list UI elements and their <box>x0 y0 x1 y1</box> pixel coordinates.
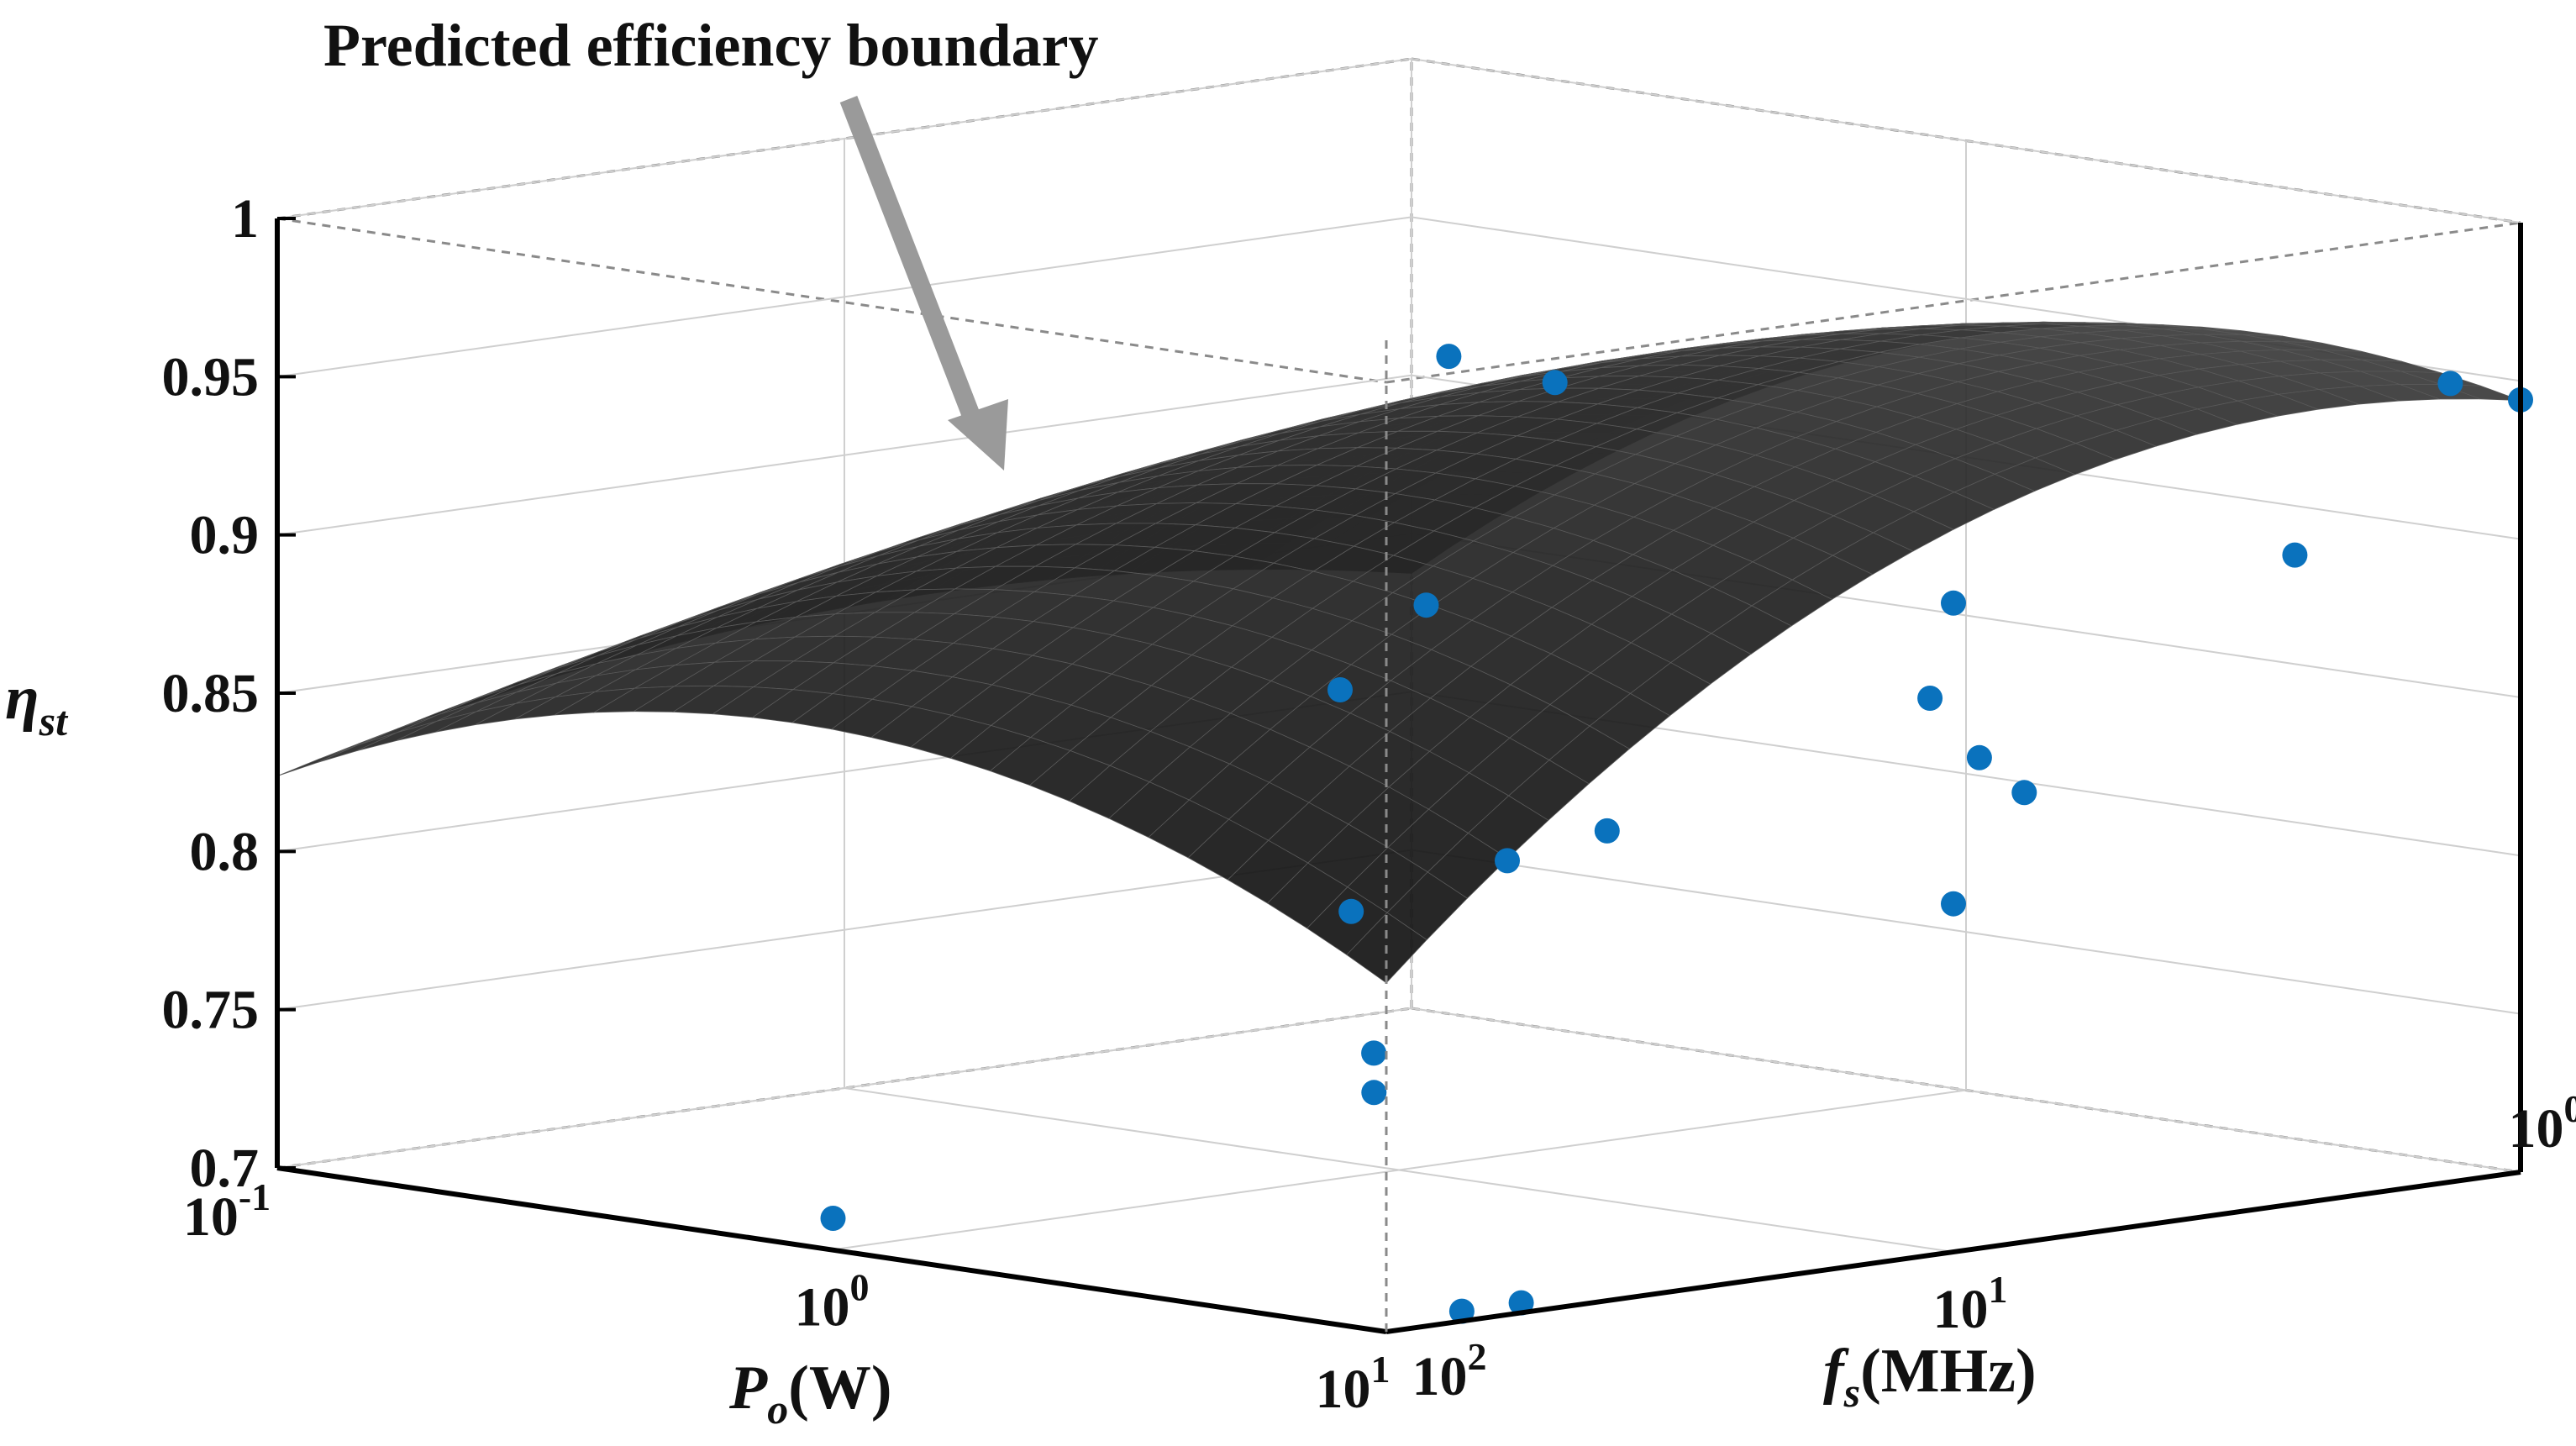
y-tick-label: 101 <box>1933 1268 2008 1340</box>
z-tick-label: 0.95 <box>162 346 260 408</box>
data-point <box>1941 590 1966 616</box>
predicted-efficiency-surface <box>276 321 2521 984</box>
z-gridline-6 <box>276 1007 2521 1173</box>
surface-patch <box>316 732 397 764</box>
data-point <box>1941 891 1966 917</box>
x-tick-labels: 10-1 100 101 <box>183 1175 1391 1420</box>
data-point <box>1338 898 1364 924</box>
y-tick-label: 102 <box>1412 1335 1487 1407</box>
z-gridline-0 <box>276 57 2521 223</box>
y-tick-labels: 102 101 100 <box>1412 1087 2576 1407</box>
y-gridline-1 <box>844 139 1954 1253</box>
annotation-label: Predicted efficiency boundary <box>323 12 1099 79</box>
surface-patch <box>276 744 358 776</box>
data-point <box>1917 686 1943 711</box>
z-tick-label: 0.9 <box>190 505 260 566</box>
data-point <box>1436 344 1462 370</box>
data-point <box>1361 1080 1387 1106</box>
data-point <box>2011 780 2037 806</box>
data-point <box>1413 592 1439 618</box>
data-point <box>2437 371 2463 397</box>
x-tick-label: 10-1 <box>183 1175 271 1248</box>
data-point <box>1966 744 1992 770</box>
z-tick-label: 0.7 <box>190 1138 260 1199</box>
x-tick-label: 101 <box>1316 1348 1391 1420</box>
z-tick-label: 0.75 <box>162 980 260 1041</box>
data-points <box>820 344 2533 1324</box>
data-point <box>1361 1040 1387 1066</box>
data-point <box>2282 542 2308 568</box>
surface-patch <box>356 721 437 752</box>
z-tick-labels: 1 0.95 0.9 0.85 0.8 0.75 0.7 <box>162 188 296 1199</box>
y-gridline-2 <box>1411 59 2521 1173</box>
z-tick-label: 0.85 <box>162 663 260 724</box>
y-tick-label: 100 <box>2509 1087 2576 1159</box>
z-axis-label: ηst <box>5 664 69 744</box>
x-axis-label: Po(W) <box>728 1354 892 1433</box>
z-tick-label: 0.8 <box>190 821 260 882</box>
data-point <box>1327 677 1353 702</box>
data-point <box>1448 1298 1475 1324</box>
z-tick-label: 1 <box>231 188 259 250</box>
y-axis-label: fs(MHz) <box>1823 1337 2037 1416</box>
data-point <box>1542 370 1568 396</box>
data-point <box>820 1206 846 1231</box>
annotation-arrow <box>839 96 1008 471</box>
x-axis-line <box>276 1165 1387 1334</box>
data-point <box>1594 818 1620 844</box>
box-edge-6 <box>1385 221 2521 384</box>
data-point <box>1508 1290 1534 1316</box>
y-axis-line <box>1385 1170 2521 1334</box>
x-tick-label: 100 <box>795 1266 870 1338</box>
data-point <box>1495 848 1520 874</box>
box-edge-5 <box>276 217 1387 384</box>
